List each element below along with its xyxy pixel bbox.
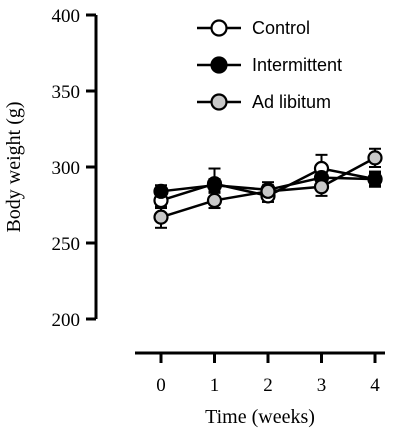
legend-marker <box>210 93 228 111</box>
y-axis: 200 250 300 350 400 <box>52 6 98 331</box>
plot-area <box>153 147 383 229</box>
data-point <box>206 177 223 193</box>
y-tick-label: 350 <box>52 82 81 103</box>
x-axis-title: Time (weeks) <box>205 406 315 428</box>
data-point <box>153 209 169 225</box>
data-point <box>260 183 276 199</box>
legend-label: Intermittent <box>252 55 342 75</box>
legend: Control Intermittent Ad libitum <box>197 18 342 112</box>
x-tick-label: 4 <box>370 375 380 396</box>
x-ticks: 0 1 2 3 4 <box>156 353 380 396</box>
y-tick-label: 300 <box>52 158 81 179</box>
legend-item: Control <box>197 18 310 38</box>
y-tick-label: 400 <box>52 6 81 27</box>
data-point <box>367 171 383 187</box>
y-tick-label: 250 <box>52 234 81 255</box>
x-axis: 0 1 2 3 4 <box>135 351 385 396</box>
markers-ad-libitum <box>153 150 383 225</box>
legend-marker <box>210 56 228 74</box>
legend-item: Intermittent <box>197 55 342 75</box>
data-point <box>153 183 169 199</box>
x-tick-label: 1 <box>210 375 220 396</box>
y-tick-label: 200 <box>52 310 81 331</box>
legend-marker <box>210 19 228 37</box>
legend-label: Ad libitum <box>252 92 331 112</box>
y-ticks: 200 250 300 350 400 <box>52 6 96 331</box>
data-point <box>313 179 330 195</box>
x-tick-label: 3 <box>317 375 327 396</box>
x-tick-label: 0 <box>156 375 166 396</box>
data-point <box>367 150 383 166</box>
legend-label: Control <box>252 18 310 38</box>
data-point <box>206 192 223 209</box>
x-tick-label: 2 <box>263 375 273 396</box>
y-axis-title: Body weight (g) <box>3 101 25 232</box>
legend-item: Ad libitum <box>197 92 331 112</box>
